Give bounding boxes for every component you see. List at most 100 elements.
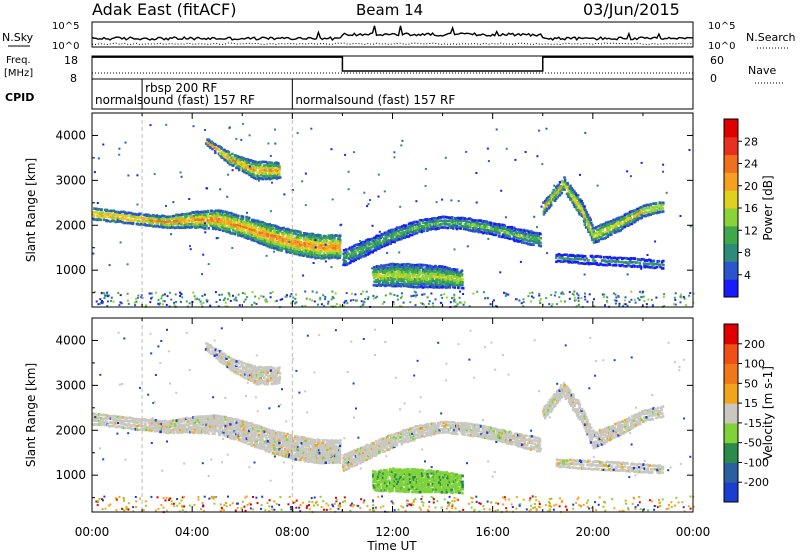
power-cell — [266, 223, 269, 226]
power-cell — [334, 247, 337, 250]
velocity-cell — [223, 418, 226, 421]
power-cell — [431, 280, 435, 283]
power-cell — [133, 215, 137, 219]
power-speckle — [97, 303, 100, 306]
power-cell — [162, 220, 165, 223]
power-cell — [492, 233, 496, 237]
power-cell — [225, 228, 228, 231]
power-cell — [413, 282, 416, 285]
power-cell — [489, 224, 493, 227]
power-cell — [299, 246, 302, 250]
power-speckle — [165, 303, 168, 306]
power-cell — [336, 244, 340, 248]
velocity-cell — [163, 425, 166, 429]
power-cell — [259, 220, 263, 224]
power-cell — [414, 282, 418, 285]
power-cell — [231, 152, 234, 156]
power-cell — [277, 235, 280, 238]
power-cell — [251, 220, 254, 224]
power-cell — [402, 277, 405, 281]
power-cell — [589, 228, 593, 231]
power-cell — [150, 224, 153, 228]
power-isolated-point — [126, 263, 129, 266]
velocity-cell — [94, 412, 97, 416]
power-speckle — [218, 293, 221, 296]
power-cell — [454, 217, 458, 220]
velocity-cell — [240, 430, 244, 434]
power-cell — [124, 221, 127, 225]
power-cell — [196, 218, 200, 221]
velocity-cell — [102, 421, 106, 424]
power-speckle — [224, 305, 227, 308]
power-cell — [227, 153, 230, 157]
power-cell — [480, 219, 483, 223]
velocity-cell — [216, 419, 219, 423]
power-cell — [402, 283, 405, 286]
power-cell — [401, 265, 404, 268]
velocity-cell — [261, 434, 264, 438]
velocity-cell — [187, 422, 190, 426]
power-cell — [465, 218, 469, 221]
power-cell — [297, 245, 301, 248]
power-cell — [434, 273, 437, 276]
power-cell — [263, 238, 267, 242]
power-speckle — [623, 299, 626, 302]
power-isolated-point — [495, 128, 498, 131]
power-cell — [363, 246, 367, 249]
power-cell — [288, 236, 291, 239]
power-cell — [195, 223, 198, 227]
power-cell — [183, 226, 186, 230]
power-cell — [446, 226, 450, 230]
velocity-cell — [106, 414, 109, 417]
velocity-cell — [178, 418, 182, 421]
power-isolated-point — [165, 205, 167, 207]
power-cell — [633, 265, 637, 268]
power-cell — [330, 239, 333, 243]
power-cell — [455, 276, 459, 279]
power-cell — [216, 222, 219, 225]
power-speckle — [360, 293, 363, 295]
power-cell — [386, 277, 390, 280]
power-cell — [270, 171, 273, 174]
power-cell — [418, 285, 422, 289]
velocity-cell — [268, 435, 272, 439]
velocity-cell — [257, 429, 260, 433]
power-cell — [567, 193, 571, 197]
power-cell — [294, 247, 297, 251]
velocity-cell — [122, 419, 125, 423]
power-cell — [232, 164, 235, 167]
power-cell — [269, 169, 272, 172]
velocity-cell — [244, 425, 248, 429]
power-cell — [176, 225, 180, 228]
power-cell — [262, 160, 265, 164]
power-isolated-point — [400, 144, 403, 147]
velocity-cell — [121, 415, 125, 419]
power-cell — [241, 156, 244, 160]
power-cell — [260, 174, 263, 177]
power-cell — [245, 236, 248, 240]
power-cell — [577, 206, 580, 210]
power-cell — [416, 220, 419, 224]
power-cell — [377, 273, 380, 276]
power-cell — [360, 252, 364, 256]
power-cell — [423, 269, 427, 273]
power-cell — [311, 238, 315, 241]
power-cell — [461, 283, 464, 287]
power-cell — [430, 280, 433, 283]
power-cell — [550, 204, 553, 207]
power-cell — [94, 218, 98, 221]
velocity-cell — [259, 444, 263, 448]
power-cell — [188, 219, 191, 223]
power-cell — [591, 254, 594, 258]
power-cell — [587, 218, 590, 221]
power-cell — [563, 188, 566, 191]
power-speckle — [106, 295, 109, 298]
power-cell — [599, 232, 602, 235]
power-cell — [225, 230, 229, 234]
power-cell — [118, 211, 122, 214]
velocity-cell — [196, 415, 200, 418]
power-cell — [656, 262, 659, 266]
power-speckle — [400, 292, 403, 295]
power-cell — [585, 211, 588, 214]
power-cell — [508, 237, 512, 241]
